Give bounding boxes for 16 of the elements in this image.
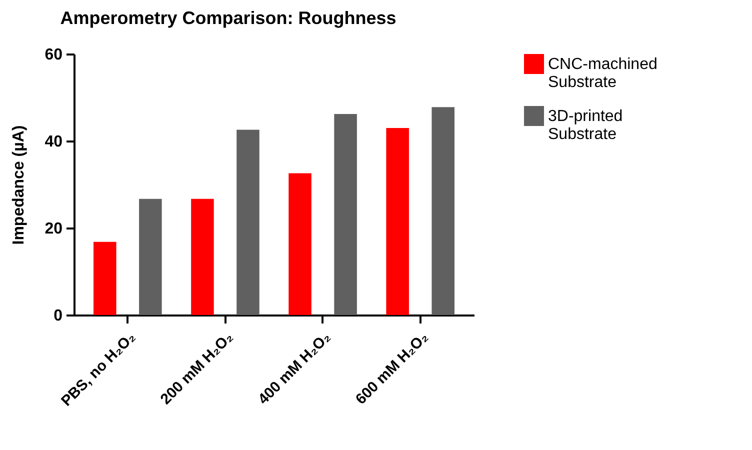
bar <box>191 198 214 315</box>
bar <box>94 242 116 315</box>
y-tick-label: 60 <box>44 46 63 64</box>
y-tick-label: 0 <box>54 308 63 324</box>
chart-title: Amperometry Comparison: Roughness <box>60 8 396 28</box>
bar <box>386 128 409 315</box>
y-tick-label: 40 <box>44 134 63 150</box>
bar <box>139 198 162 315</box>
legend-label: 3D-printed Substrate <box>548 108 623 143</box>
y-tick-label: 20 <box>44 220 63 238</box>
legend-label: CNC-machined Substrate <box>548 56 658 91</box>
bar <box>236 130 260 315</box>
y-axis-title: Impedance (µA) <box>10 125 28 245</box>
bar <box>334 114 357 315</box>
bar <box>288 173 312 315</box>
bar <box>432 107 454 315</box>
